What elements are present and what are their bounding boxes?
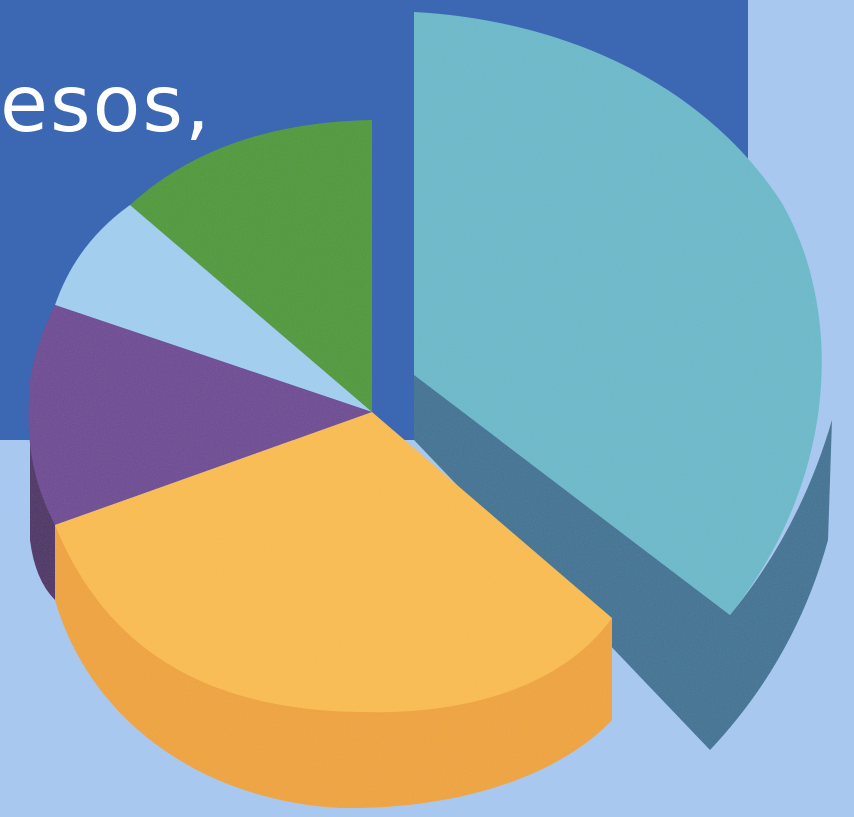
purple-slice-side: [30, 440, 55, 600]
yellow-slice-top: [55, 412, 612, 713]
slide-title: esos,: [0, 60, 212, 150]
teal-slice-top: [414, 12, 822, 615]
teal-slice-side: [414, 375, 832, 750]
light-blue-slice-top: [55, 205, 372, 412]
purple-slice-top: [28, 305, 373, 525]
green-slice-top: [130, 120, 372, 412]
